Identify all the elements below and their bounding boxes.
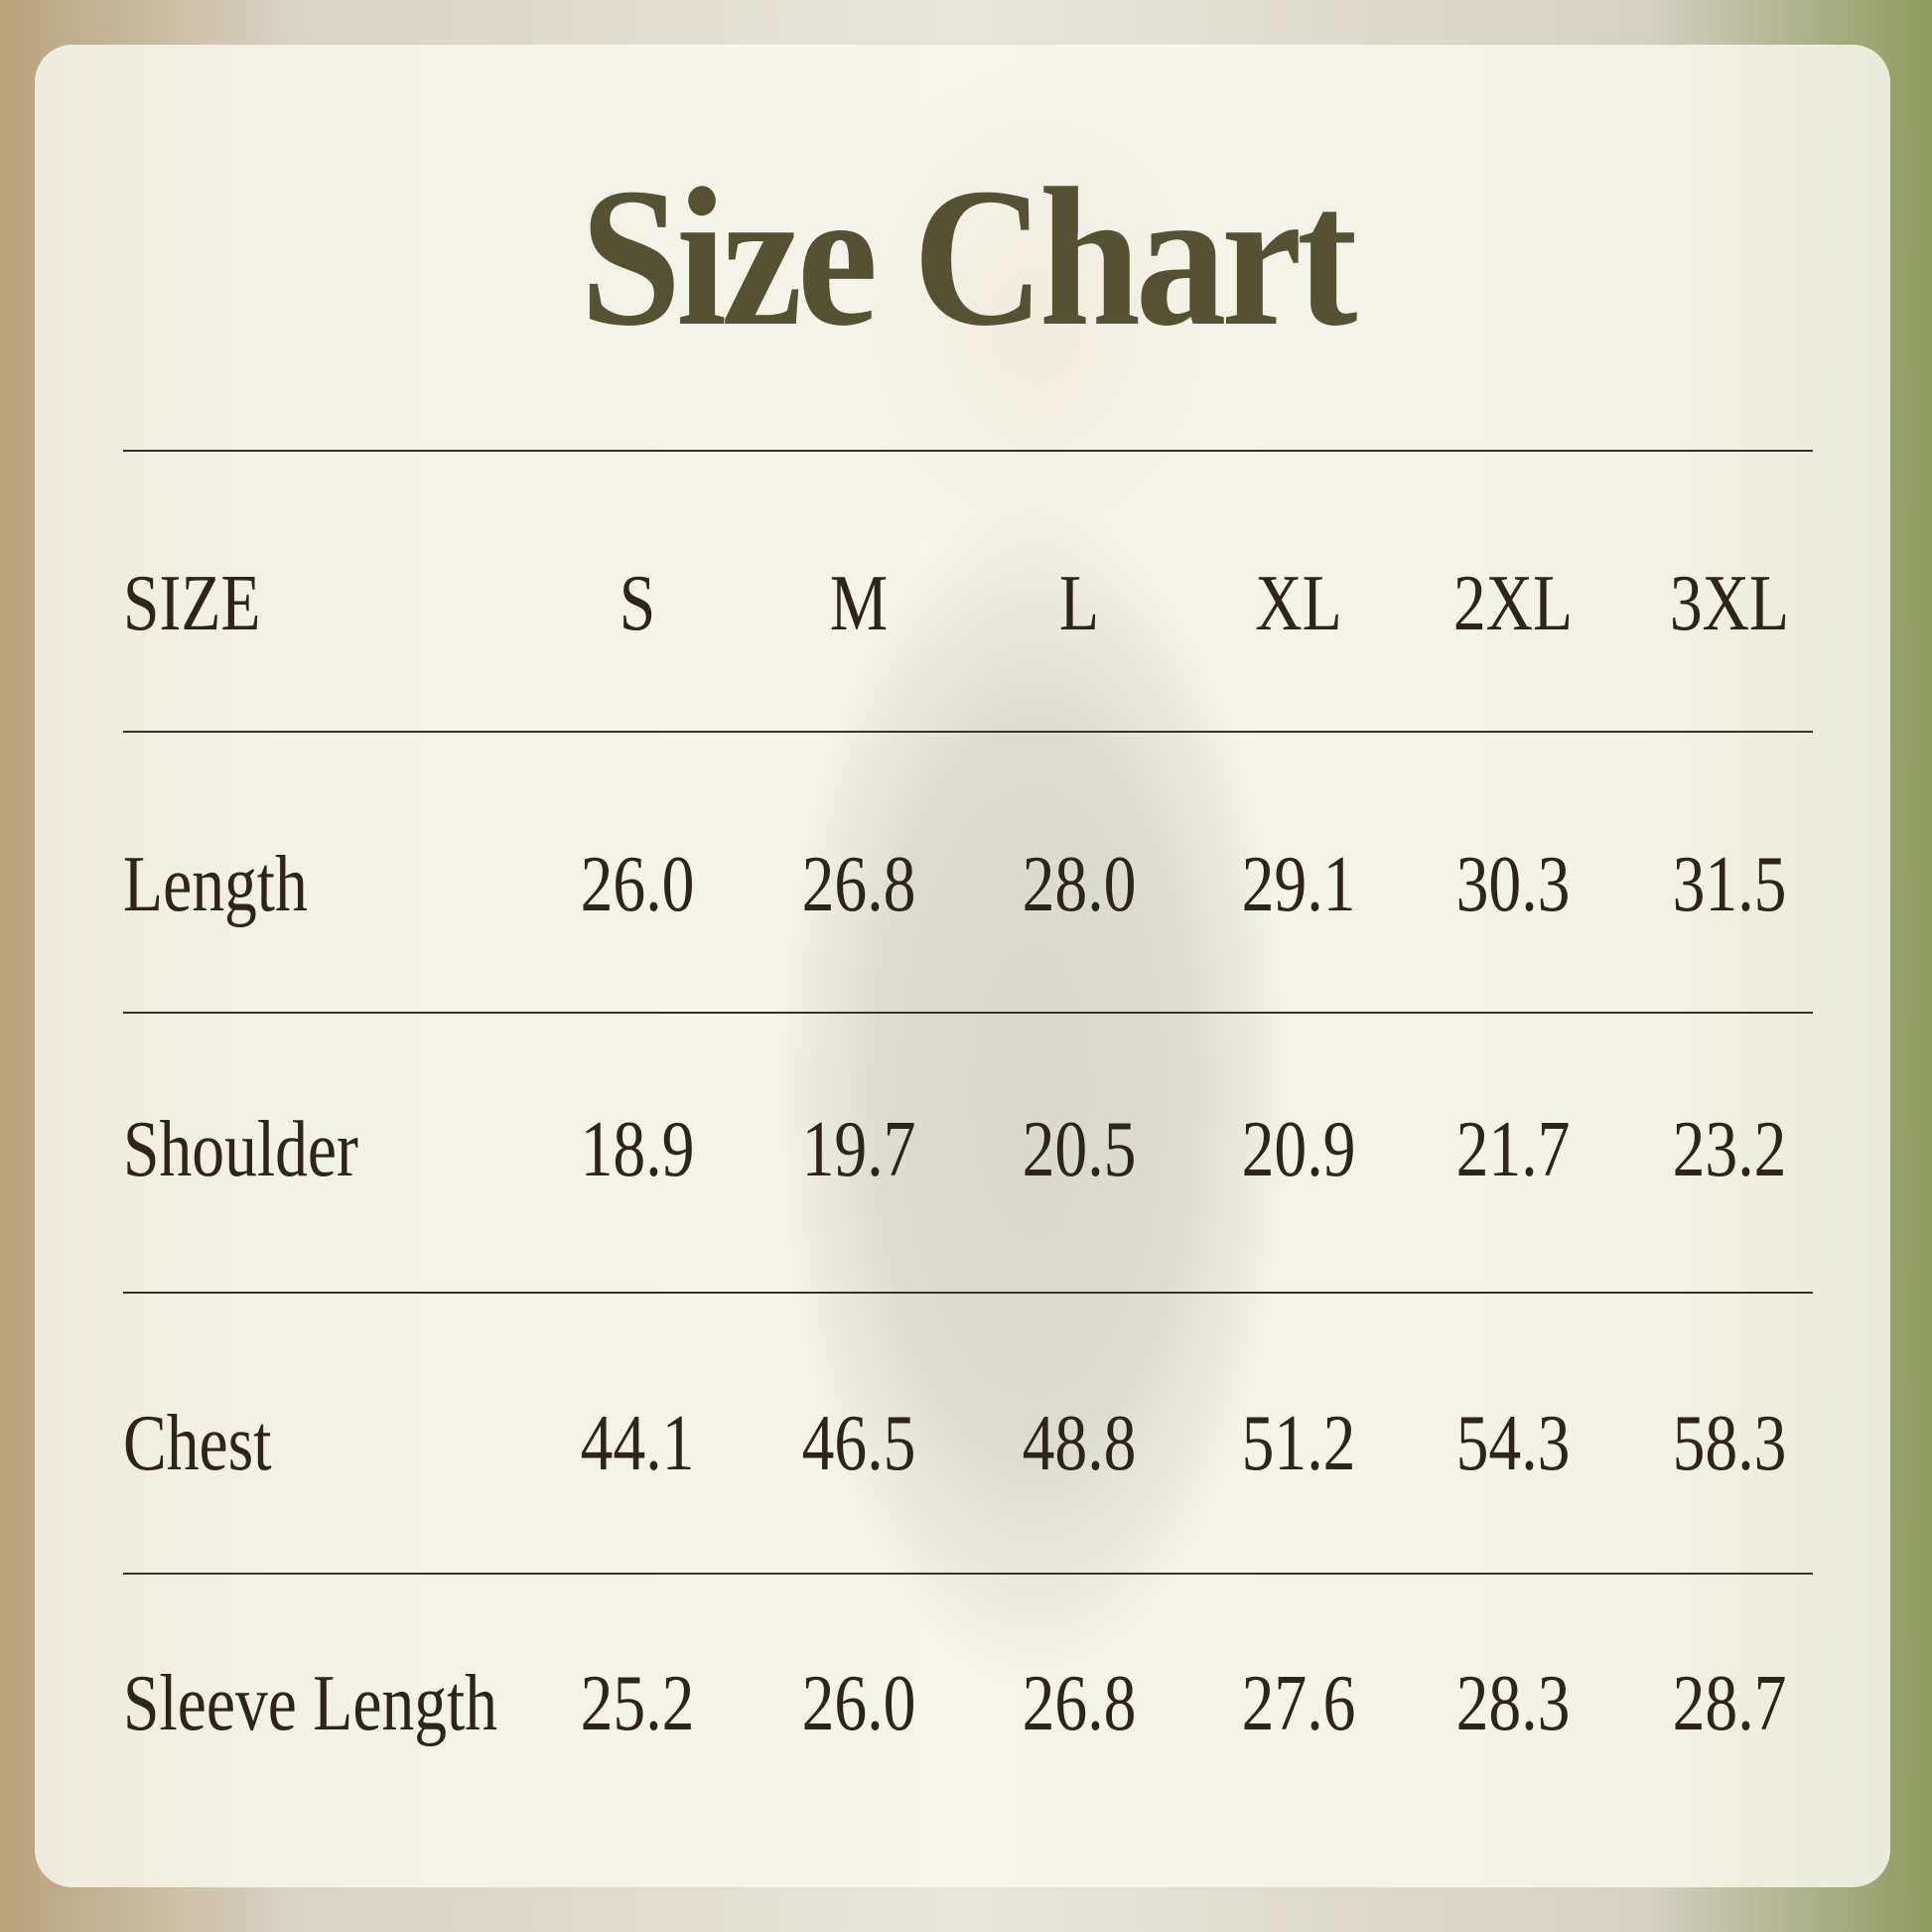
size-header-m: M — [829, 560, 889, 647]
table-cell: 18.9 — [580, 1106, 695, 1193]
table-cell: 26.8 — [1022, 1660, 1137, 1747]
size-header-s: S — [619, 560, 656, 647]
table-cell: 48.8 — [1022, 1400, 1137, 1487]
size-header-l: L — [1058, 560, 1100, 647]
row-label: Shoulder — [123, 1106, 358, 1193]
row-divider — [123, 1573, 1813, 1575]
table-cell: 26.8 — [801, 841, 916, 928]
row-label: Sleeve Length — [123, 1660, 498, 1747]
table-cell: 28.7 — [1672, 1660, 1787, 1747]
table-cell: 27.6 — [1241, 1660, 1356, 1747]
row-divider — [123, 731, 1813, 733]
table-cell: 51.2 — [1241, 1400, 1356, 1487]
table-cell: 21.7 — [1455, 1106, 1571, 1193]
table-cell: 54.3 — [1455, 1400, 1571, 1487]
row-divider — [123, 1012, 1813, 1014]
size-chart-panel — [35, 45, 1890, 1887]
row-divider — [123, 450, 1813, 452]
table-cell: 30.3 — [1455, 841, 1571, 928]
size-header-3xl: 3XL — [1669, 560, 1790, 647]
table-cell: 28.3 — [1455, 1660, 1571, 1747]
row-label: Length — [123, 841, 308, 928]
table-cell: 28.0 — [1022, 841, 1137, 928]
table-cell: 58.3 — [1672, 1400, 1787, 1487]
table-cell: 19.7 — [801, 1106, 916, 1193]
table-cell: 23.2 — [1672, 1106, 1787, 1193]
table-cell: 25.2 — [580, 1660, 695, 1747]
table-cell: 20.9 — [1241, 1106, 1356, 1193]
table-cell: 46.5 — [801, 1400, 916, 1487]
table-cell: 26.0 — [580, 841, 695, 928]
header-label: SIZE — [123, 560, 261, 647]
table-cell: 44.1 — [580, 1400, 695, 1487]
table-cell: 29.1 — [1241, 841, 1356, 928]
size-header-2xl: 2XL — [1452, 560, 1574, 647]
table-cell: 20.5 — [1022, 1106, 1137, 1193]
table-cell: 31.5 — [1672, 841, 1787, 928]
size-header-xl: XL — [1255, 560, 1342, 647]
row-label: Chest — [123, 1400, 272, 1487]
row-divider — [123, 1292, 1813, 1294]
table-cell: 26.0 — [801, 1660, 916, 1747]
page-title: Size Chart — [580, 148, 1357, 367]
